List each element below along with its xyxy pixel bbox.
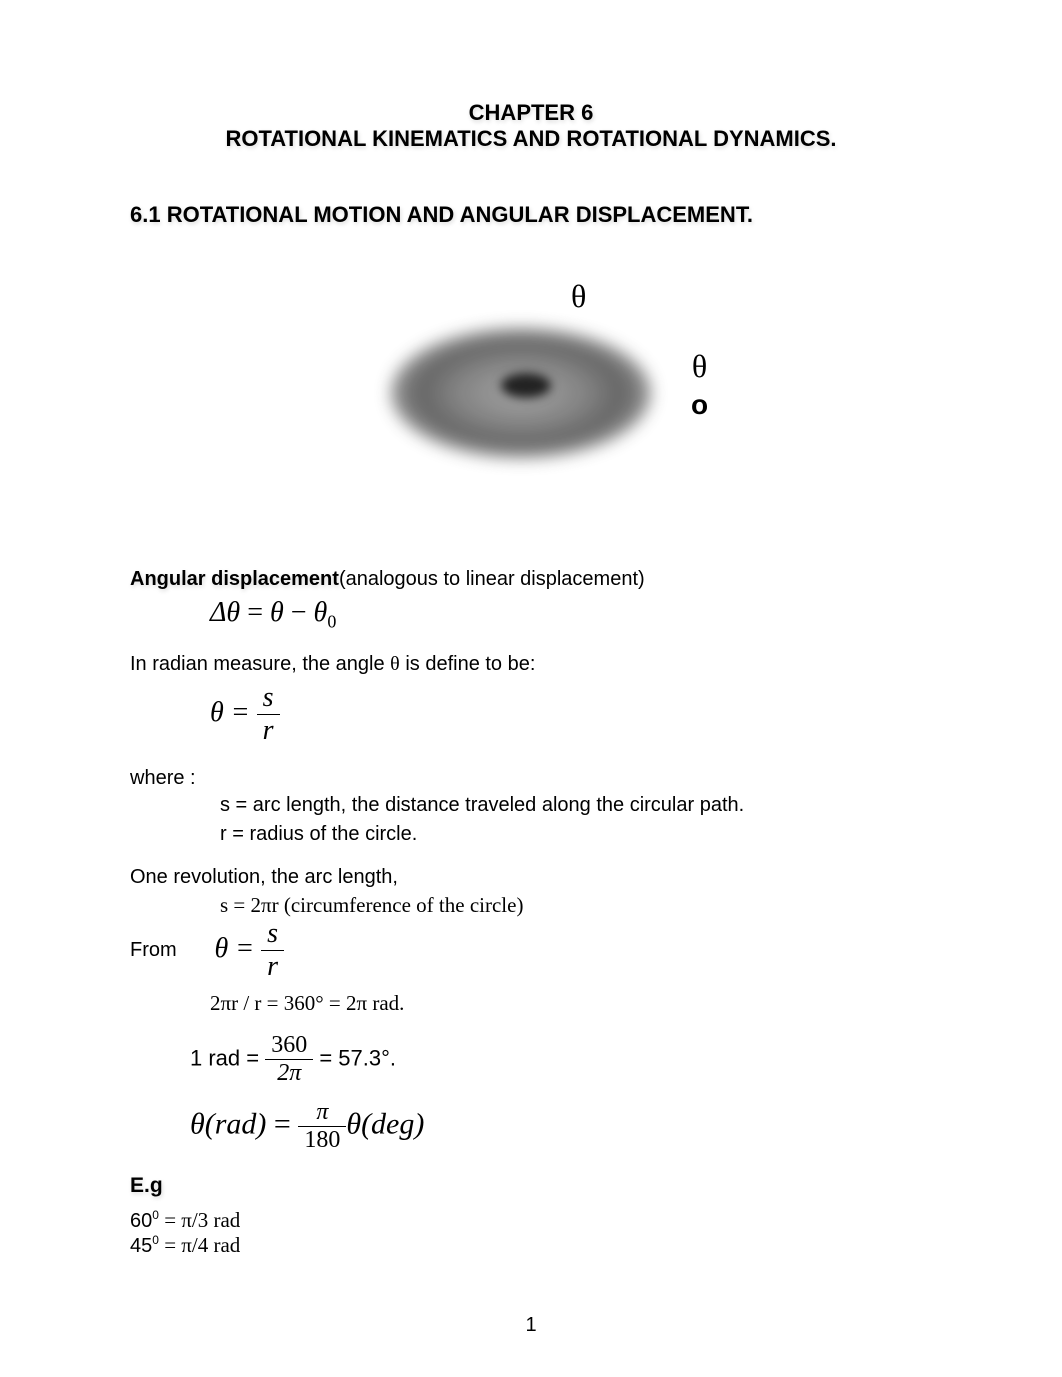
radian-intro: In radian measure, the angle θ is define… [130, 653, 932, 676]
disc-center [501, 373, 551, 398]
theta-label: θ [571, 278, 586, 315]
example-1: 600 = π/3 rad [130, 1208, 932, 1233]
from-r: r [261, 951, 284, 983]
minus: − [284, 597, 314, 628]
conv-eq: = [266, 1107, 298, 1140]
conv-lhs: θ(rad) [190, 1107, 266, 1140]
one-rad-row: 1 rad = 3602π = 57.3°. [190, 1032, 932, 1087]
radian-intro2: is define to be: [405, 653, 535, 675]
one-rad-num: 360 [265, 1032, 313, 1060]
conversion-formula: θ(rad) = π180θ(deg) [190, 1099, 932, 1154]
chapter-title: CHAPTER 6 [130, 100, 932, 126]
from-s: s [261, 918, 284, 951]
sub0: 0 [327, 612, 336, 632]
angular-disp-formula: Δθ = θ − θ0 [210, 597, 932, 633]
theta: θ [270, 597, 284, 628]
delta-theta: Δθ [210, 597, 240, 628]
ex2-sup: 0 [152, 1233, 159, 1247]
from-theta-eq: θ = [214, 933, 261, 964]
page-number: 1 [0, 1314, 1062, 1337]
theta0-label: θ o [691, 348, 708, 422]
example-2: 450 = π/4 rad [130, 1233, 932, 1258]
s-definition: s = arc length, the distance traveled al… [220, 794, 932, 817]
theta-sr-formula: θ = sr [210, 682, 932, 747]
section-heading: 6.1 ROTATIONAL MOTION AND ANGULAR DISPLA… [130, 202, 932, 228]
r-definition: r = radius of the circle. [220, 823, 932, 846]
where-label: where : [130, 767, 932, 790]
ex1-val: = π/3 rad [159, 1208, 240, 1232]
ex1-sup: 0 [152, 1208, 159, 1222]
theta0-symbol: θ [692, 348, 707, 384]
frac-s: s [257, 682, 280, 715]
equals: = [240, 597, 270, 628]
example-heading: E.g [130, 1174, 932, 1198]
one-rad-suffix: = 57.3°. [313, 1045, 396, 1070]
conv-den: 180 [298, 1127, 346, 1154]
ex1-deg: 60 [130, 1210, 152, 1232]
theta0-sub: o [691, 389, 708, 420]
rotation-diagram: θ θ o [130, 268, 932, 528]
from-row: From θ = sr [130, 918, 932, 983]
conv-num: π [298, 1099, 346, 1127]
one-rad-den: 2π [265, 1060, 313, 1087]
ex2-deg: 45 [130, 1235, 152, 1257]
theta0: θ [314, 597, 328, 628]
eq-360: 2πr / r = 360° = 2π rad. [210, 991, 932, 1016]
conv-rhs: θ(deg) [346, 1107, 424, 1140]
theta-eq: θ = [210, 697, 257, 728]
angular-disp-label: Angular displacement [130, 568, 339, 590]
circumference-eq: s = 2πr (circumference of the circle) [220, 893, 932, 918]
from-label: From [130, 939, 210, 962]
revolution-intro: One revolution, the arc length, [130, 866, 932, 889]
theta-inline: θ [390, 653, 400, 675]
angular-disp-note: (analogous to linear displacement) [339, 568, 645, 590]
chapter-subtitle: ROTATIONAL KINEMATICS AND ROTATIONAL DYN… [130, 126, 932, 152]
one-rad-prefix: 1 rad = [190, 1045, 265, 1070]
angular-disp-line: Angular displacement(analogous to linear… [130, 568, 932, 591]
ex2-val: = π/4 rad [159, 1233, 240, 1257]
frac-r: r [257, 715, 280, 747]
radian-intro1: In radian measure, the angle [130, 653, 385, 675]
